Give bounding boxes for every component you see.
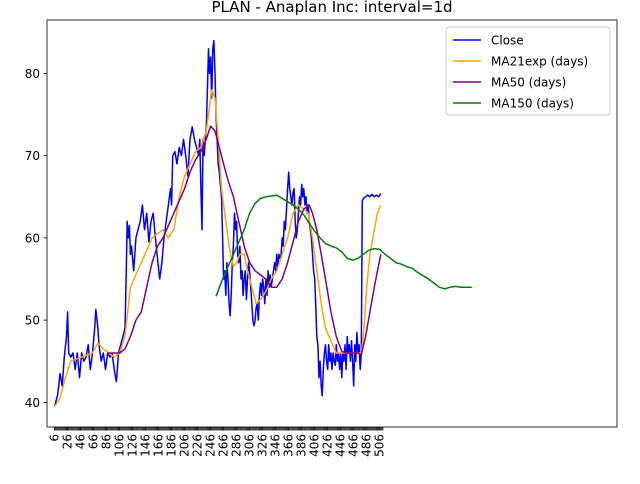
x-tick-label: 206: [178, 434, 192, 457]
y-tick-label: 50: [25, 314, 40, 328]
x-tick-label: 266: [217, 434, 231, 457]
y-tick-label: 40: [25, 396, 40, 410]
x-tick-label: 186: [165, 434, 179, 457]
legend-label-3: MA150 (days): [491, 97, 574, 111]
x-tick-label: 46: [74, 434, 88, 449]
x-tick-label: 346: [269, 434, 283, 457]
x-tick-label: 386: [295, 434, 309, 457]
x-tick-label: 226: [191, 434, 205, 457]
y-tick-label: 70: [25, 149, 40, 163]
y-tick-label: 60: [25, 231, 40, 245]
legend-box: [445, 26, 611, 116]
x-tick-label: 166: [152, 434, 166, 457]
legend-label-0: Close: [491, 34, 524, 48]
series-line-3: [215, 194, 472, 297]
y-tick-label: 80: [25, 67, 40, 81]
axes: 6 26 46 66 86 106 126 146 166 186 206 226 246 266 286 3…: [25, 19, 618, 457]
series-line-2: [107, 125, 382, 356]
x-tick-label: 26: [61, 434, 75, 449]
series-line-0: [53, 39, 382, 407]
x-tick-label: 286: [230, 434, 244, 457]
x-tick-label: 86: [100, 434, 114, 449]
x-tick-label: 306: [243, 434, 257, 457]
x-tick-label: 326: [256, 434, 270, 457]
x-tick-label: 146: [139, 434, 153, 457]
legend: Close MA21exp (days) MA50 (days) MA150 (day…: [445, 26, 611, 116]
plot-area: [53, 39, 472, 407]
x-tick-label: 486: [360, 434, 374, 457]
axes-frame: [46, 19, 618, 428]
x-tick-label: 466: [347, 434, 361, 457]
x-tick-label: 446: [334, 434, 348, 457]
series-line-1: [53, 89, 382, 407]
x-tick-label: 106: [113, 434, 127, 457]
x-tick-label: 426: [321, 434, 335, 457]
x-tick-label: 126: [126, 434, 140, 457]
x-tick-label: 246: [204, 434, 218, 457]
legend-label-1: MA21exp (days): [491, 55, 588, 69]
x-tick-label: 6: [48, 434, 62, 442]
x-tick-label: 366: [282, 434, 296, 457]
chart-title: PLAN - Anaplan Inc: interval=1d: [211, 0, 452, 16]
x-tick-label: 506: [373, 434, 387, 457]
legend-label-2: MA50 (days): [491, 76, 566, 90]
x-tick-label: 406: [308, 434, 322, 457]
x-tick-label: 66: [87, 434, 101, 449]
